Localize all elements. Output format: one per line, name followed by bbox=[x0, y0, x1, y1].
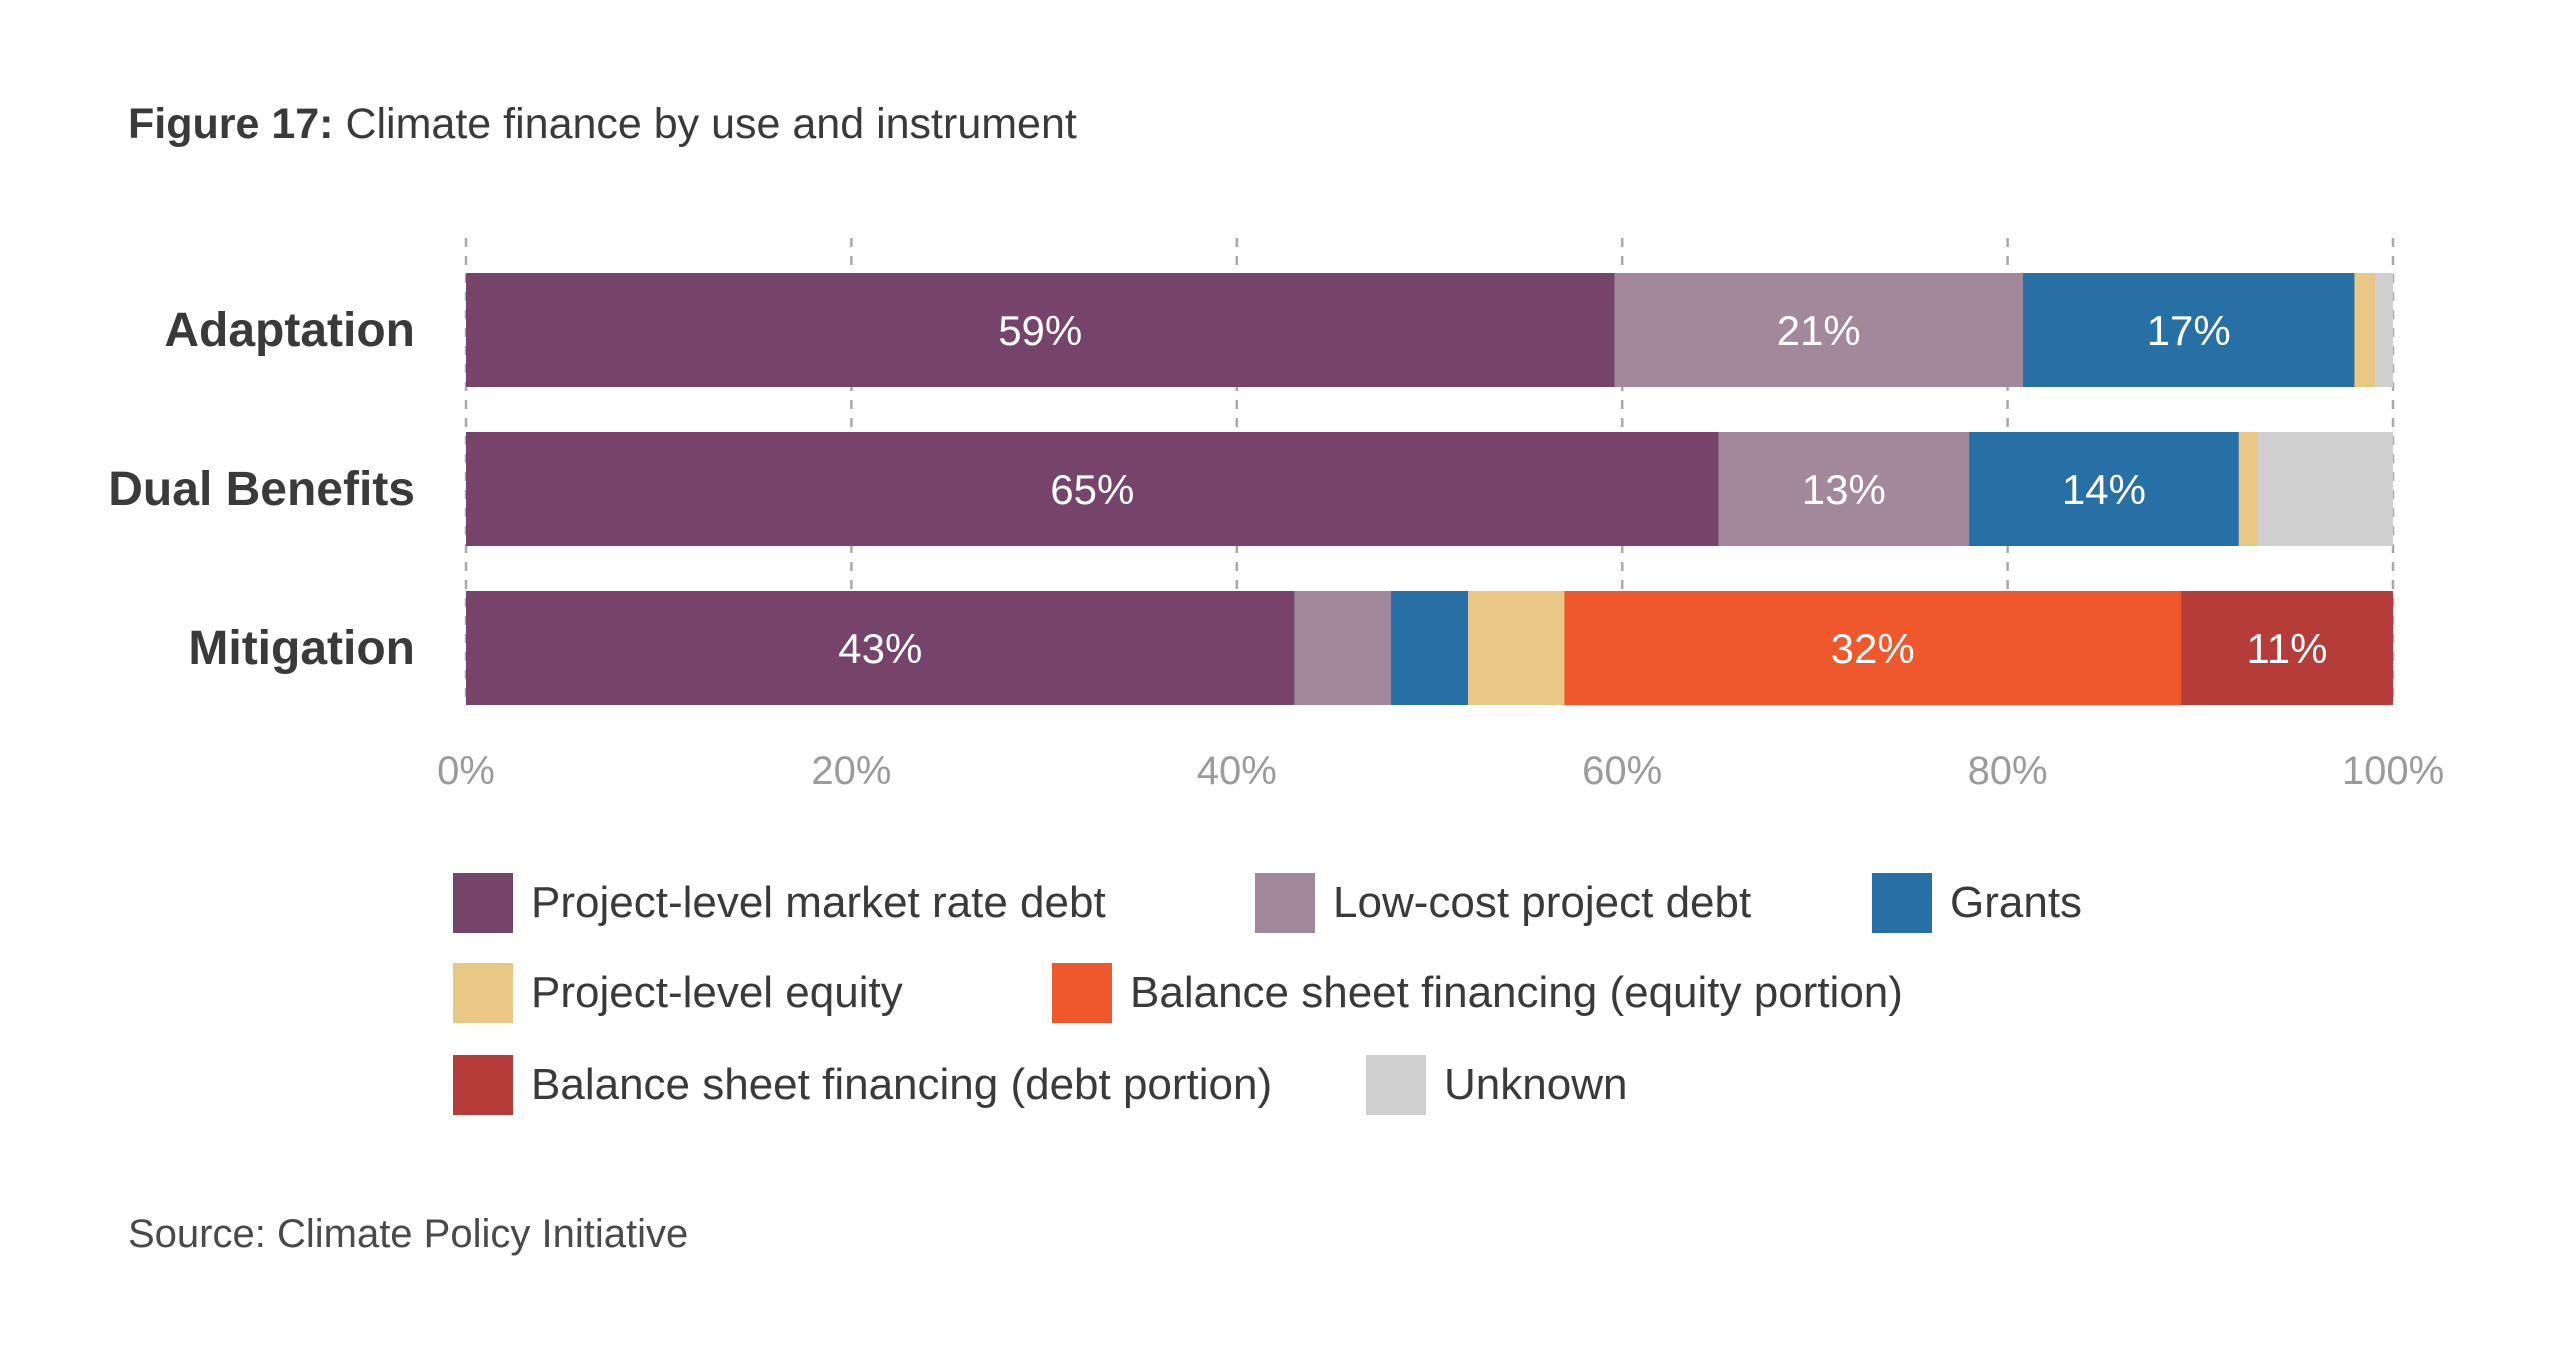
bar-segment bbox=[1468, 591, 1565, 705]
data-label: 32% bbox=[1831, 625, 1915, 672]
figure-title-text: Climate finance by use and instrument bbox=[345, 100, 1077, 148]
x-tick-label: 40% bbox=[1197, 749, 1277, 793]
bar-segment bbox=[2258, 432, 2393, 546]
bar-segment bbox=[1969, 432, 2239, 546]
bar-segment bbox=[2354, 273, 2376, 387]
category-label: Adaptation bbox=[164, 304, 415, 357]
category-label: Mitigation bbox=[188, 622, 415, 675]
data-label: 11% bbox=[2247, 625, 2328, 672]
data-label: 65% bbox=[1050, 466, 1134, 513]
bar-segment bbox=[466, 432, 1719, 546]
bar-segment bbox=[466, 273, 1615, 387]
bar-segment bbox=[2375, 273, 2393, 387]
bar-segment bbox=[1390, 591, 1469, 705]
x-tick-label: 60% bbox=[1582, 749, 1662, 793]
x-tick-label: 20% bbox=[811, 749, 891, 793]
bar-segment bbox=[1294, 591, 1391, 705]
x-tick-label: 0% bbox=[437, 749, 495, 793]
data-label: 59% bbox=[998, 307, 1082, 354]
x-tick-label: 80% bbox=[1968, 749, 2048, 793]
bar-segment bbox=[1564, 591, 2182, 705]
data-label: 13% bbox=[1802, 466, 1886, 513]
bar-segment bbox=[2238, 432, 2259, 546]
x-tick-label: 100% bbox=[2342, 749, 2444, 793]
source-note: Source: Climate Policy Initiative bbox=[128, 1212, 689, 1256]
bar-segment bbox=[1614, 273, 2024, 387]
figure-label: Figure 17: bbox=[128, 100, 334, 148]
figure-title: Figure 17: Climate finance by use and in… bbox=[128, 100, 1077, 149]
data-label: 43% bbox=[838, 625, 922, 672]
bar-segment bbox=[2181, 591, 2393, 705]
category-label: Dual Benefits bbox=[108, 463, 415, 516]
data-label: 14% bbox=[2062, 466, 2146, 513]
bar-segment bbox=[466, 591, 1295, 705]
data-label: 17% bbox=[2147, 307, 2231, 354]
data-label: 21% bbox=[1777, 307, 1861, 354]
bar-segment bbox=[2023, 273, 2355, 387]
bar-segment bbox=[1718, 432, 1970, 546]
